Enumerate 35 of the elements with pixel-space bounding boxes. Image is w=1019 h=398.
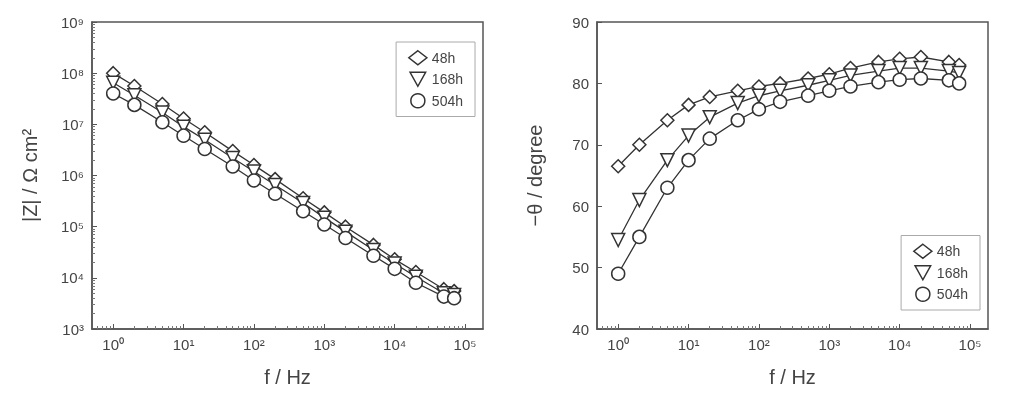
x-tick-label: 10³ [818, 336, 841, 353]
legend-label: 168h [431, 71, 464, 88]
x-tick-label: 10⁴ [888, 336, 912, 353]
x-tick-label: 10¹ [677, 336, 700, 353]
x-tick-label: 10⁰ [102, 336, 125, 353]
legend-label: 504h [431, 92, 464, 109]
legend-label: 48h [936, 243, 961, 260]
x-tick-label: 10⁵ [958, 336, 982, 353]
y-tick-label: 70 [572, 136, 589, 154]
y-tick-label: 10⁸ [60, 64, 84, 82]
y-axis-title: −θ / degree [524, 124, 546, 227]
y-tick-label: 80 [572, 74, 589, 92]
y-tick-label: 60 [572, 197, 589, 215]
x-tick-label: 10⁴ [383, 336, 407, 353]
y-tick-label: 10⁴ [60, 269, 84, 287]
y-tick-label: 10³ [62, 320, 84, 338]
x-axis-title: f / Hz [264, 366, 311, 388]
x-tick-label: 10⁰ [607, 336, 630, 353]
x-tick-label: 10⁵ [453, 336, 477, 353]
x-tick-label: 10² [748, 336, 770, 353]
y-tick-label: 10⁶ [61, 167, 84, 184]
x-tick-label: 10³ [313, 336, 336, 353]
y-tick-label: 10⁵ [61, 218, 84, 236]
y-tick-label: 10⁷ [61, 115, 84, 133]
x-tick-label: 10¹ [172, 336, 195, 353]
legend-label: 48h [431, 49, 456, 66]
y-tick-label: 90 [572, 13, 589, 31]
x-axis-title: f / Hz [769, 366, 816, 388]
legend-label: 504h [936, 286, 969, 303]
y-tick-label: 40 [572, 320, 589, 338]
y-tick-label: 50 [572, 259, 589, 277]
x-tick-label: 10² [243, 336, 265, 353]
y-tick-label: 10⁹ [60, 13, 84, 31]
legend-label: 168h [936, 264, 969, 281]
y-axis-title: |Z| / Ω cm² [19, 128, 41, 223]
